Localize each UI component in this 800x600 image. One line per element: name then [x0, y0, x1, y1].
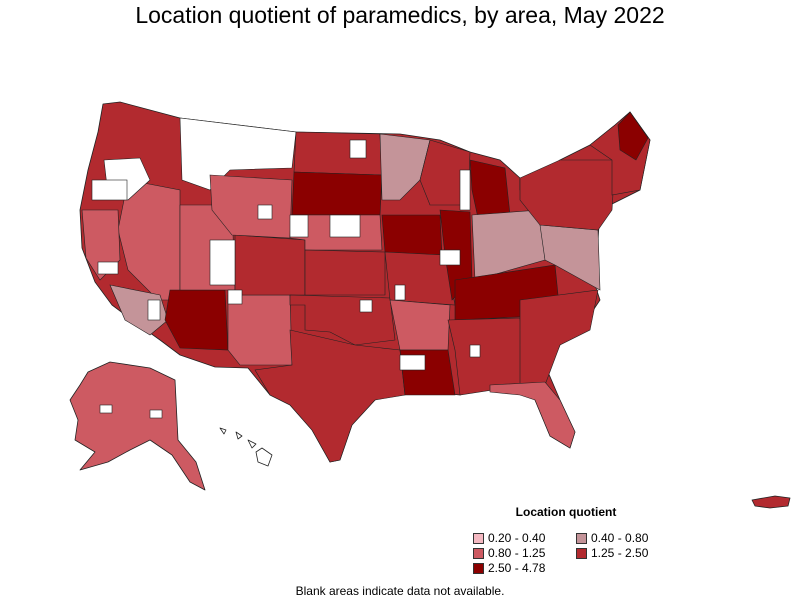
- legend-swatch: [576, 532, 587, 544]
- hawaii: [219, 427, 273, 467]
- legend-item-2-50-4-78: 2.50 - 4.78: [473, 561, 545, 575]
- legend-item-0-80-1-25: 0.80 - 1.25: [473, 546, 545, 560]
- legend-swatch: [473, 532, 484, 544]
- region-wisconsin: [419, 139, 471, 206]
- blank-area: [359, 299, 373, 313]
- region-north-dakota: [293, 131, 383, 176]
- region-new-mexico: [227, 294, 293, 366]
- blank-area: [209, 239, 236, 286]
- legend-label: 0.40 - 0.80: [591, 531, 649, 545]
- region-colorado: [234, 234, 306, 296]
- region-florida: [489, 381, 576, 449]
- legend-label: 0.80 - 1.25: [488, 546, 546, 560]
- region-georgia-carolinas: [519, 289, 599, 386]
- puerto-rico: [751, 495, 791, 509]
- footnote: Blank areas indicate data not available.: [295, 584, 505, 598]
- legend-swatch: [576, 547, 587, 559]
- blank-area: [459, 169, 471, 211]
- blank-area: [394, 284, 406, 301]
- legend-label: 2.50 - 4.78: [488, 561, 546, 575]
- legend-item-1-25-2-50: 1.25 - 2.50: [576, 546, 648, 560]
- region-arkansas: [389, 299, 451, 351]
- region-wyoming: [209, 174, 293, 239]
- legend-title: Location quotient: [515, 505, 617, 519]
- legend-item-0-40-0-80: 0.40 - 0.80: [576, 531, 648, 545]
- blank-area: [289, 214, 309, 238]
- blank-area: [469, 344, 481, 358]
- map-title: Location quotient of paramedics, by area…: [135, 2, 665, 28]
- region-iowa: [381, 214, 443, 256]
- blank-area: [147, 299, 161, 321]
- blank-area: [97, 261, 119, 275]
- blank-area: [91, 179, 128, 201]
- alaska: [69, 361, 206, 491]
- region-minnesota-light: [379, 133, 431, 201]
- legend-swatch: [473, 547, 484, 559]
- region-kansas: [304, 249, 386, 296]
- region-pennsylvania-ny: [519, 159, 616, 231]
- blank-area: [399, 354, 426, 371]
- legend-label: 1.25 - 2.50: [591, 546, 649, 560]
- region-california-south: [109, 284, 169, 336]
- blank-area: [329, 214, 361, 238]
- region-michigan: [469, 159, 511, 219]
- region-maine-dark: [617, 111, 649, 161]
- blank-area: [349, 139, 367, 159]
- legend-swatch: [473, 562, 484, 574]
- region-south-dakota: [291, 171, 383, 216]
- blank-area: [439, 249, 461, 266]
- blank-area: [149, 409, 163, 419]
- blank-area: [227, 289, 243, 305]
- blank-area: [99, 404, 113, 414]
- legend-item-0-20-0-40: 0.20 - 0.40: [473, 531, 545, 545]
- legend-label: 0.20 - 0.40: [488, 531, 546, 545]
- blank-area: [257, 204, 273, 220]
